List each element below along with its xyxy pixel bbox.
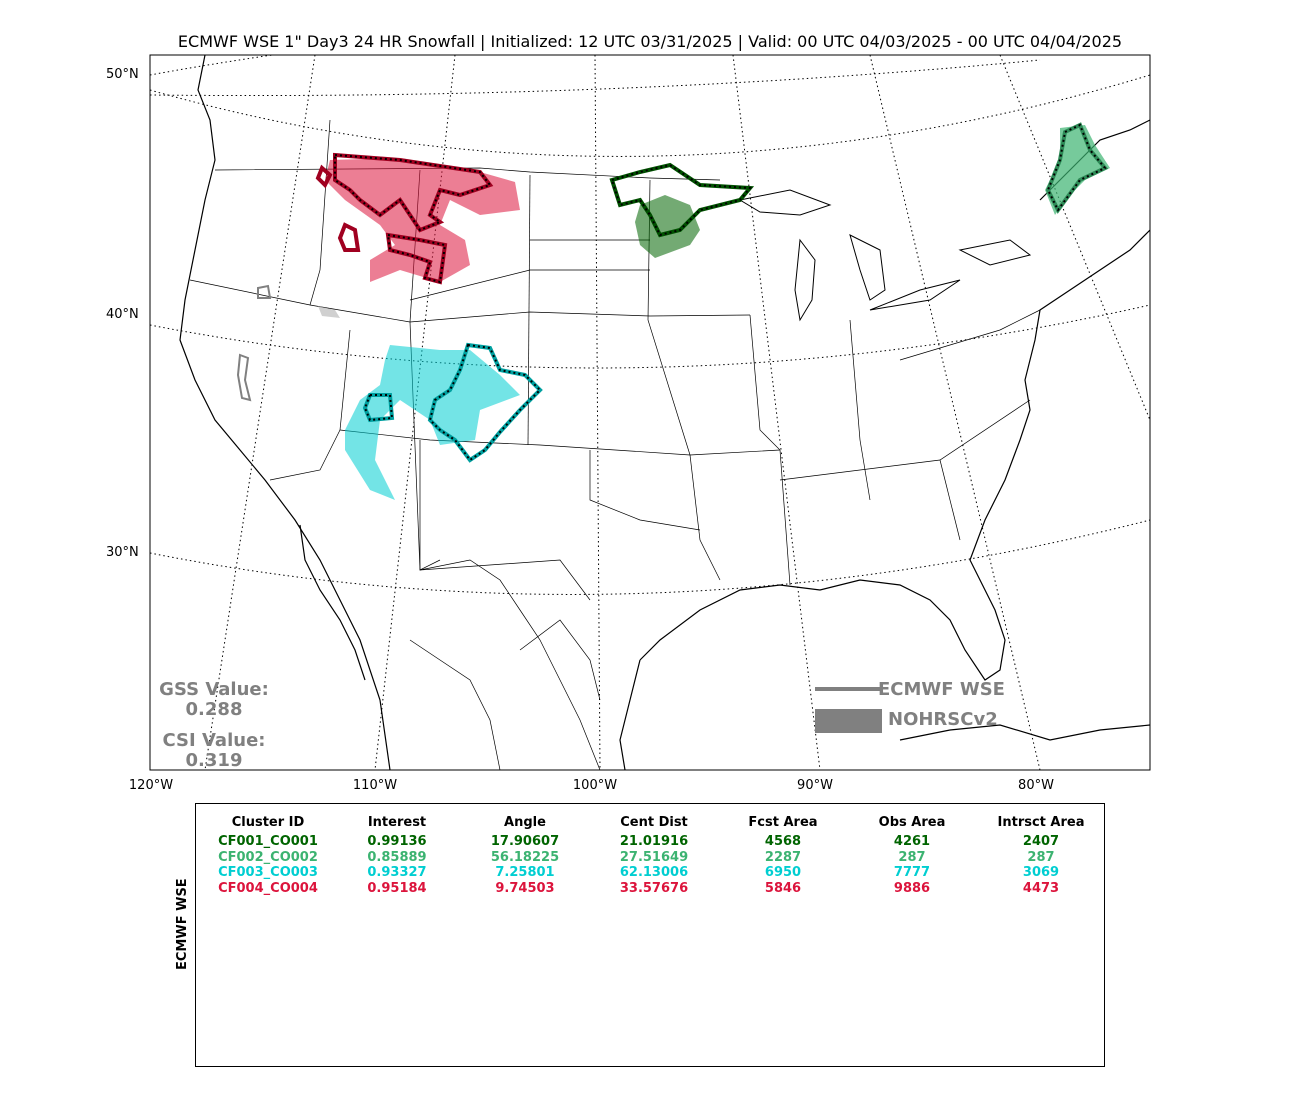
table-cell: 2287 (764, 849, 802, 865)
csi-value: 0.319 (185, 750, 243, 771)
header-interest: Interest (367, 815, 427, 830)
header-obs-area: Obs Area (878, 815, 946, 830)
table-cell: 9886 (893, 880, 931, 896)
csi-label: CSI Value: (162, 730, 266, 751)
table-cell: 17.90607 (490, 834, 560, 849)
legend-observed-swatch (815, 709, 882, 733)
table-cell: CF003_CO003 (218, 865, 318, 880)
table-cell: 56.18225 (490, 849, 560, 865)
observed-snow-areas (318, 125, 1110, 500)
fcst-contour-grey1 (257, 284, 272, 299)
obs-area-grey (318, 306, 340, 318)
header-fcst-area: Fcst Area (748, 815, 818, 830)
table-cell: 287 (1027, 849, 1055, 865)
table-cell: 9.74503 (495, 880, 555, 896)
table-cell: 0.85889 (367, 849, 427, 865)
table-cell: 4473 (1022, 880, 1060, 896)
table-cell: 33.57676 (619, 880, 689, 896)
obs-area-co001 (635, 195, 700, 258)
fcst-contour-cf004d (315, 164, 333, 189)
coastlines (179, 55, 1150, 770)
cluster-table (195, 803, 1105, 1067)
table-cell: 0.95184 (367, 880, 427, 896)
table-cell: 6950 (764, 865, 802, 880)
table-cell: 7777 (893, 865, 931, 880)
table-cell: 62.13006 (619, 865, 689, 880)
lon-label-90: 90°W (797, 778, 833, 793)
table-cell: CF002_CO002 (218, 849, 318, 865)
legend-forecast-label: ECMWF WSE (878, 679, 1005, 700)
legend-observed-label: NOHRSCv2 (888, 709, 998, 730)
lat-label-50: 50°N (106, 67, 139, 82)
forecast-contour-dots (334, 123, 1107, 462)
fcst-contour-cf003 (427, 342, 543, 463)
lon-label-80: 80°W (1018, 778, 1054, 793)
table-cell: 27.51649 (619, 849, 689, 865)
table-cell: 21.01916 (619, 834, 689, 849)
table-cell: 2407 (1022, 834, 1060, 849)
map-frame (149, 54, 1151, 771)
header-intrsct-area: Intrsct Area (997, 815, 1085, 830)
mexico-borders (409, 559, 601, 770)
table-side-label: ECMWF WSE (175, 878, 190, 970)
table-cell: 4568 (764, 834, 802, 849)
map-title: ECMWF WSE 1" Day3 24 HR Snowfall | Initi… (177, 32, 1123, 51)
table-cell: 287 (898, 849, 926, 865)
table-cell: 0.93327 (367, 865, 427, 880)
gss-value: 0.288 (185, 699, 243, 720)
header-cent-dist: Cent Dist (620, 815, 688, 830)
great-lakes (738, 189, 1032, 322)
gss-label: GSS Value: (159, 679, 269, 700)
table-cell: 7.25801 (495, 865, 555, 880)
table-cell: CF001_CO001 (218, 834, 318, 849)
lon-label-110: 110°W (352, 778, 398, 793)
table-cell: 3069 (1022, 865, 1060, 880)
table-cell: 5846 (764, 880, 802, 896)
lon-label-120: 120°W (128, 778, 174, 793)
fcst-contour-cf004b (337, 222, 361, 252)
fcst-contour-grey2 (236, 353, 252, 402)
fcst-contour-cf001 (609, 162, 755, 238)
lon-label-100: 100°W (572, 778, 618, 793)
header-angle: Angle (504, 815, 546, 830)
obs-area-co004 (325, 158, 520, 282)
table-cell: 0.99136 (367, 834, 427, 849)
table-cell: CF004_CO004 (218, 880, 318, 896)
table-cell: 4261 (893, 834, 931, 849)
graticule (150, 55, 1150, 770)
header-cluster-id: Cluster ID (231, 815, 305, 830)
lat-label-30: 30°N (106, 545, 139, 560)
lat-label-40: 40°N (106, 307, 139, 322)
